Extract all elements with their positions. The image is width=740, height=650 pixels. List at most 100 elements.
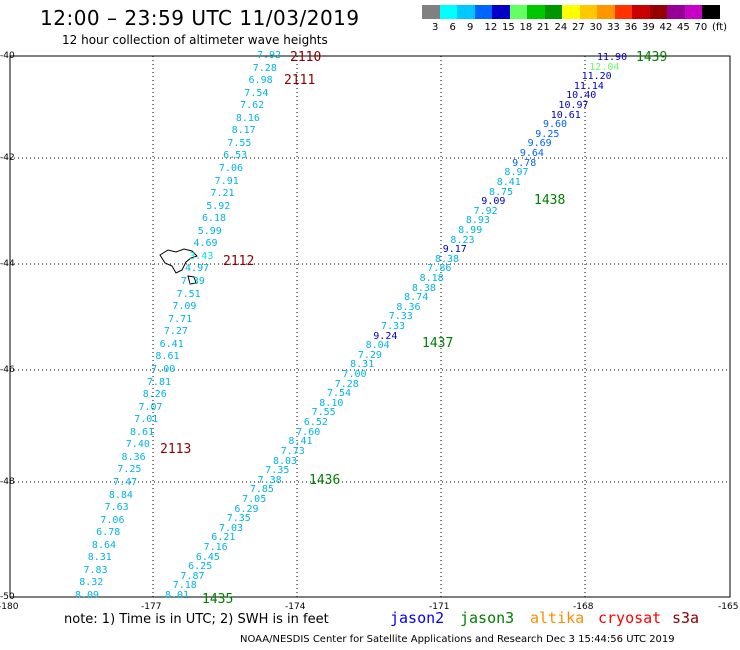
swh-value: 7.55 (227, 137, 252, 149)
swh-value: 9.64 (519, 148, 544, 160)
lat-label: -44 (0, 259, 15, 269)
pass-time-label: 1436 (309, 473, 341, 488)
swh-value: 8.97 (504, 167, 529, 179)
colorbar-label: 6 (449, 22, 456, 33)
swh-value: 8.31 (350, 359, 375, 371)
colorbar-swatch (474, 5, 492, 19)
colorbar-swatch (509, 5, 527, 19)
swh-value: 7.55 (311, 407, 336, 419)
swh-value: 12.04 (589, 61, 620, 73)
pass-time-label: 2110 (290, 50, 322, 65)
swh-value: 7.09 (172, 301, 197, 313)
lat-label: -50 (0, 592, 15, 602)
colorbar-label: 70 (694, 22, 708, 33)
swh-value: 6.53 (223, 150, 248, 162)
colorbar-label: 18 (519, 22, 533, 33)
colorbar-label: 12 (484, 22, 498, 33)
swh-value: 6.25 (188, 561, 213, 573)
swh-value: 7.35 (226, 513, 251, 525)
swh-value: 7.03 (219, 522, 244, 534)
swh-value: 3.43 (189, 250, 214, 262)
swh-value: 7.29 (357, 349, 382, 361)
swh-value: 8.74 (404, 292, 429, 304)
swh-value: 6.78 (96, 527, 121, 539)
map-subtitle: 12 hour collection of altimeter wave hei… (62, 33, 328, 47)
swh-value: 7.85 (249, 484, 274, 496)
swh-value: 11.20 (581, 71, 612, 83)
colorbar-swatch (614, 5, 632, 19)
swh-value: 8.36 (396, 301, 421, 313)
swh-value: 7.16 (203, 541, 228, 553)
swh-value: 7.00 (342, 369, 367, 381)
colorbar-swatch (597, 5, 615, 19)
colorbar-label: 36 (624, 22, 638, 33)
swh-value: 7.92 (257, 50, 282, 61)
graticule (10, 56, 730, 597)
swh-value: 7.18 (172, 580, 197, 592)
colorbar-label: 39 (642, 22, 655, 33)
lat-label: -42 (0, 153, 15, 163)
swh-value: 6.52 (303, 417, 328, 429)
swh-value: 7.71 (168, 313, 193, 325)
colorbar-label: 24 (554, 22, 568, 33)
swh-value: 8.04 (365, 340, 390, 352)
footer-credit: NOAA/NESDIS Center for Satellite Applica… (240, 634, 675, 645)
swh-value: 7.60 (296, 426, 321, 438)
swh-value: 10.61 (550, 109, 581, 121)
lon-label: -168 (573, 602, 594, 612)
swh-value: 7.05 (242, 493, 267, 505)
swh-value: 8.18 (419, 272, 444, 284)
swh-value: 5.99 (197, 225, 222, 237)
colorbar-swatch (667, 5, 685, 19)
swh-value: 8.41 (496, 176, 521, 188)
swh-value: 8.61 (155, 351, 180, 363)
swh-value: 6.18 (201, 213, 227, 225)
swh-value: 8.64 (91, 539, 117, 551)
swh-value: 7.01 (134, 414, 159, 426)
swh-value: 7.81 (146, 376, 172, 388)
colorbar-swatch (439, 5, 457, 19)
map-title: 12:00 – 23:59 UTC 11/03/2019 (40, 6, 360, 30)
swh-value: 7.63 (104, 502, 129, 514)
swh-value: 8.75 (489, 186, 514, 198)
swh-value: 7.87 (180, 570, 205, 582)
swh-value: 7.92 (473, 205, 498, 217)
swh-value: 8.01 (165, 590, 190, 601)
swh-value: 7.28 (252, 62, 277, 74)
swh-value: 7.07 (138, 401, 163, 413)
swh-value: 8.16 (235, 112, 260, 124)
island-pitt (187, 275, 197, 285)
lon-label: -165 (718, 602, 739, 612)
lat-label: -40 (0, 51, 15, 61)
swh-value: 7.00 (151, 363, 176, 375)
colorbar-label: 30 (589, 22, 603, 33)
swh-value: 8.09 (75, 590, 100, 601)
swh-value: 7.38 (257, 474, 282, 486)
swh-value: 7.33 (381, 321, 406, 332)
swh-value: 6.21 (211, 532, 236, 544)
colorbar-label: (ft) (712, 22, 728, 33)
swh-value: 8.31 (87, 552, 112, 564)
colorbar-swatch (684, 5, 702, 19)
swh-value: 5.92 (206, 200, 231, 212)
swh-value: 8.36 (121, 451, 146, 463)
colorbar-label: 15 (502, 22, 515, 33)
colorbar-swatch (649, 5, 667, 19)
swh-value: 10.40 (566, 90, 597, 102)
colorbar-swatch (457, 5, 475, 19)
colorbar-swatch (579, 5, 597, 19)
legend-cryosat: cryosat (598, 609, 662, 627)
legend-altika: altika (530, 609, 585, 627)
swh-value: 11.14 (573, 80, 604, 92)
swh-value: 9.69 (527, 138, 552, 150)
pass-time-label: 2112 (223, 254, 255, 269)
swh-value: 7.25 (117, 464, 142, 476)
colorbar-swatch (562, 5, 580, 19)
swh-value: 10.97 (558, 100, 589, 112)
colorbar-swatch (422, 5, 440, 19)
swh-value: 7.28 (334, 378, 359, 390)
swh-value: 8.41 (288, 436, 313, 448)
swh-value: 6.45 (195, 551, 220, 563)
swh-value: 7.54 (327, 388, 352, 400)
swh-value: 7.73 (280, 445, 305, 457)
